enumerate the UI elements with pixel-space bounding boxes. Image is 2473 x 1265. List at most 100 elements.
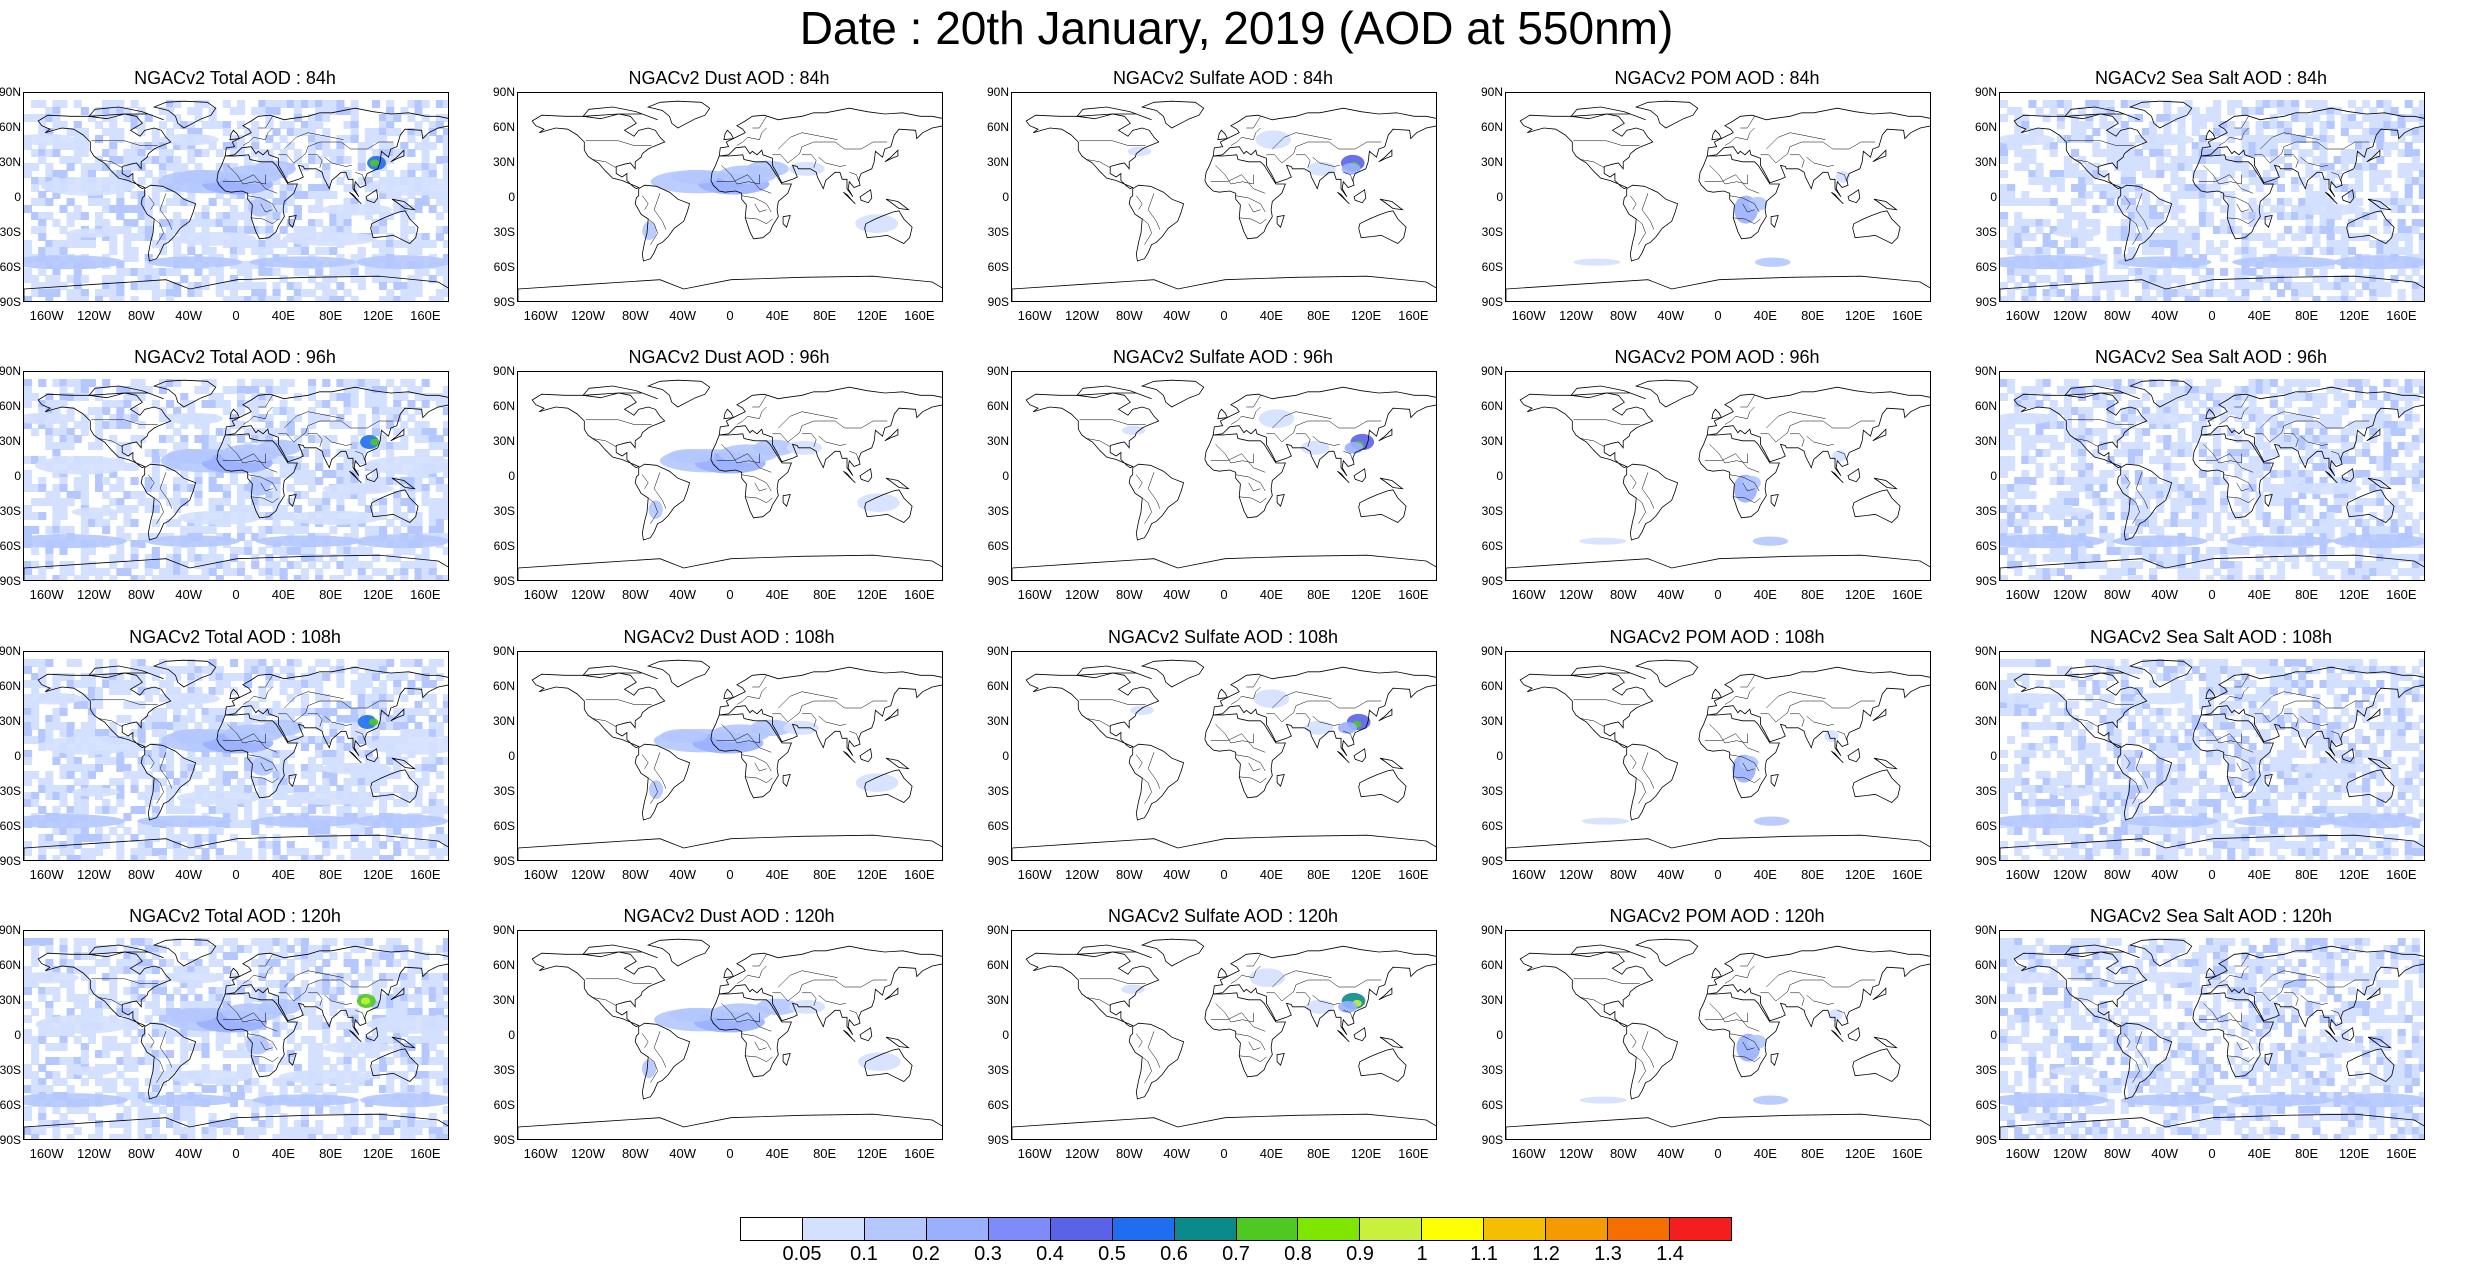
aod-cell [329,750,337,758]
aod-cell [2376,121,2384,129]
coastline [1623,185,1677,261]
aod-cell [2284,212,2292,220]
aod-cell [386,114,394,122]
aod-cell [88,170,96,178]
aod-cell [329,191,337,199]
aod-cell [2178,184,2186,192]
aod-cell [166,687,174,695]
aod-cell [2014,114,2022,122]
aod-cell [2249,247,2257,255]
aod-cell [2291,114,2299,122]
aod-cell [159,407,167,415]
aod-cell [159,708,167,716]
coastline [518,555,943,581]
aod-plume [370,160,379,167]
aod-cell [2241,170,2249,178]
aod-cell [2284,268,2292,276]
aod-cell [2391,421,2399,429]
aod-cell [2341,156,2349,164]
aod-cell [2178,247,2186,255]
aod-cell [81,477,89,485]
coastline [1129,185,1183,261]
aod-cell [2192,547,2200,555]
aod-cell [2178,519,2186,527]
aod-cell [2135,156,2143,164]
aod-cell [2334,449,2342,457]
aod-cell [443,407,449,415]
aod-cell [2220,170,2228,178]
aod-cell [2185,240,2193,248]
aod-cell [429,121,437,129]
aod-cell [365,526,373,534]
aod-cell [2121,219,2129,227]
aod-cell [2305,379,2313,387]
aod-cell [2135,191,2143,199]
aod-cell [358,282,366,290]
aod-cell [2277,428,2285,436]
aod-cell [280,708,288,716]
aod-cell [2014,519,2022,527]
latitude-label: 90N [0,85,21,99]
aod-cell [81,128,89,136]
aod-cell [2170,463,2178,471]
aod-cell [2334,498,2342,506]
aod-cell [2021,386,2029,394]
aod-cell [2199,198,2207,206]
aod-cell [131,379,139,387]
aod-cell [2206,289,2214,297]
aod-cell [2206,219,2214,227]
aod-cell [223,219,231,227]
aod-cell [2128,177,2136,185]
aod-cell [2021,191,2029,199]
aod-cell [2199,177,2207,185]
aod-cell [2419,135,2425,143]
aod-cell [109,135,117,143]
aod-cell [351,379,359,387]
aod-cell [145,694,153,702]
aod-cell [116,205,124,213]
aod-cell [38,575,46,581]
longitude-label: 80E [1299,587,1339,603]
country-border [1636,498,1645,524]
aod-cell [287,379,295,387]
aod-cell [308,191,316,199]
aod-cell [329,107,337,115]
aod-cell [2135,212,2143,220]
aod-cell [2277,205,2285,213]
latitude-label: 90S [1973,574,1997,588]
latitude-label: 60S [985,260,1009,274]
aod-cell [230,477,238,485]
aod-cell [2277,442,2285,450]
aod-cell [2057,470,2065,478]
aod-cell [2419,170,2425,178]
aod-plume [2290,483,2361,495]
aod-cell [322,114,330,122]
aod-cell [415,247,423,255]
aod-cell [379,268,387,276]
aod-cell [2398,170,2406,178]
aod-cell [2256,128,2264,136]
aod-cell [2135,428,2143,436]
aod-cell [202,764,210,772]
aod-cell [2334,282,2342,290]
aod-cell [2128,379,2136,387]
aod-cell [2064,240,2072,248]
aod-cell [2057,275,2065,283]
aod-cell [52,526,60,534]
aod-cell [287,666,295,674]
aod-cell [429,575,437,581]
aod-cell [415,205,423,213]
aod-cell [2348,100,2356,108]
aod-cell [436,442,444,450]
aod-cell [2057,100,2065,108]
aod-cell [2256,435,2264,443]
aod-cell [429,205,437,213]
aod-cell [2142,170,2150,178]
aod-cell [24,205,32,213]
longitude-label: 80W [615,308,655,324]
aod-cell [2092,142,2100,150]
aod-cell [2291,393,2299,401]
aod-cell [322,757,330,765]
aod-cell [2149,554,2157,562]
